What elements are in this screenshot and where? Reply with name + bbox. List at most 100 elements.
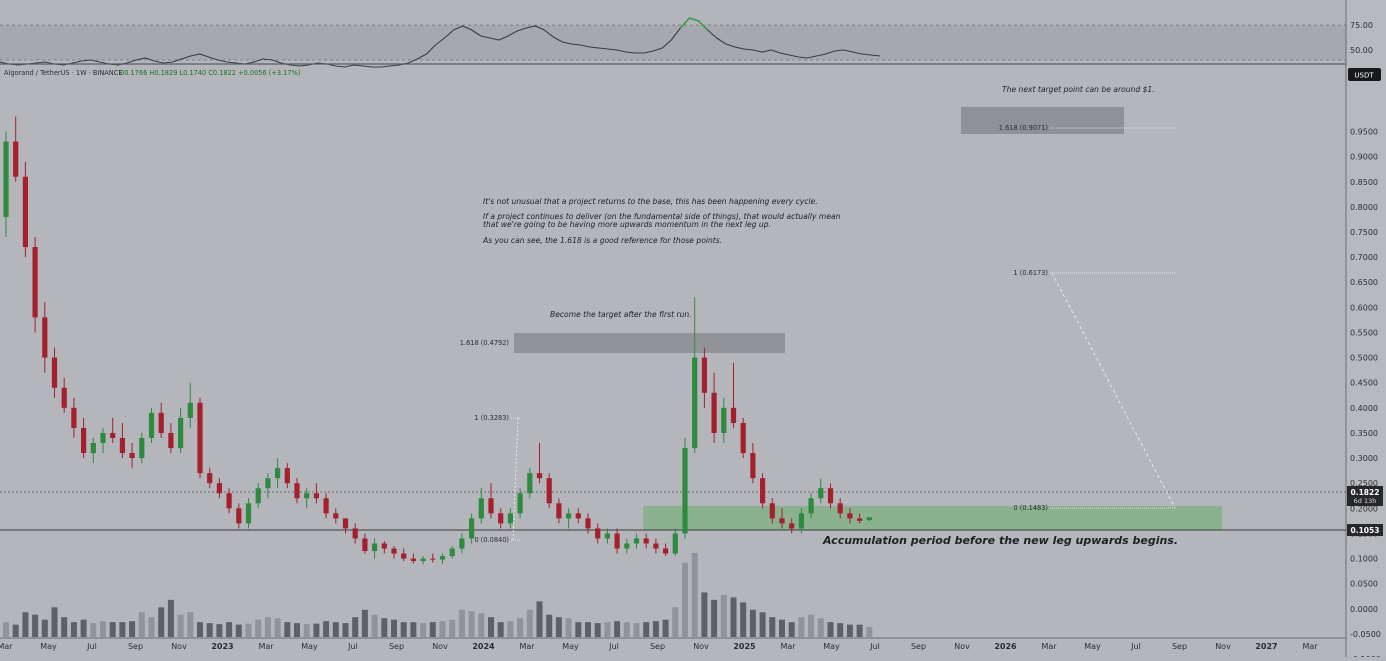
volume-bar (585, 622, 591, 637)
candle-body (284, 468, 290, 484)
candle-body (653, 543, 659, 549)
candle-body (342, 518, 349, 529)
time-axis[interactable]: Mar May Jul Sep Nov 2023 Mar May Jul Sep Nov 2024 Ma… (0, 642, 1318, 651)
candle-body (294, 483, 300, 499)
price-tick-label: 0.5000 (1350, 354, 1378, 363)
candles (3, 116, 872, 565)
candle-body (129, 453, 135, 459)
time-tick-label: Jul (869, 642, 880, 651)
fib-old-1-label: 1 (0.3283) (474, 414, 509, 422)
price-tick-label: 0.8500 (1350, 178, 1378, 187)
volume-bar (410, 622, 417, 637)
current-price-badge[interactable] (1347, 486, 1383, 506)
candle-body (827, 488, 834, 504)
candle-body (672, 533, 678, 554)
candle-body (168, 432, 174, 449)
volume-bar (555, 617, 562, 637)
time-tick-label: May (562, 642, 579, 651)
base-note-1[interactable]: It's not unusual that a project returns … (483, 197, 818, 206)
candle-body (236, 508, 242, 524)
volume-bar (672, 607, 679, 637)
candle-body (275, 468, 281, 479)
current-price-label: 0.1822 (1351, 488, 1380, 497)
price-tick-label: 0.3500 (1350, 429, 1378, 438)
candle-body (595, 528, 601, 539)
volume-bar (391, 619, 397, 637)
target-note[interactable]: The next target point can be around $1. (1002, 85, 1155, 94)
candle-body (604, 533, 610, 539)
candle-body (488, 498, 494, 514)
accumulation-zone[interactable] (643, 506, 1222, 530)
volume-bar (740, 602, 747, 637)
volume-bar (526, 609, 533, 637)
volume-bar (313, 623, 320, 637)
candle-body (381, 543, 387, 549)
fib-new-0-label: 0 (0.1483) (1013, 504, 1048, 512)
accumulation-note[interactable]: Accumulation period before the new leg u… (822, 534, 1178, 547)
price-axis[interactable] (1346, 0, 1386, 657)
volume-bar (187, 612, 194, 637)
volume-bar (216, 624, 223, 637)
candle-body (119, 437, 125, 454)
symbol-title[interactable]: Algorand / TetherUS · 1W · BINANCE (4, 69, 123, 77)
candle-body (410, 558, 416, 562)
volume-bar (206, 623, 213, 637)
candle-body (847, 513, 853, 519)
time-tick-label: May (40, 642, 57, 651)
base-note-3[interactable]: As you can see, the 1.618 is a good refe… (482, 236, 722, 245)
volume-bar (759, 612, 766, 637)
fib-1618-box-old[interactable] (514, 333, 785, 353)
price-ticks: 0.9500 0.9000 0.8500 0.8000 0.7500 0.7000 0.65… (1350, 128, 1381, 661)
volume-bar (284, 622, 291, 637)
volume-bar (468, 611, 475, 637)
price-tick-label: 0.5500 (1350, 328, 1378, 337)
candle-body (110, 432, 116, 438)
candle-body (197, 402, 203, 474)
volume-bar (167, 599, 174, 637)
volume-bar (323, 621, 330, 637)
fib-old-1618-label: 1.618 (0.4792) (460, 339, 509, 347)
candle-body (789, 523, 795, 529)
volume-bar (546, 614, 553, 637)
time-tick-label: 2026 (994, 642, 1017, 651)
candle-body (566, 513, 572, 519)
volume-bar (633, 623, 640, 637)
volume-bar (41, 619, 48, 637)
volume-bar (332, 622, 339, 637)
volume-bar (70, 622, 77, 637)
usdt-badge[interactable] (1348, 68, 1381, 81)
price-tick-label: 0.1000 (1350, 555, 1378, 564)
candle-body (372, 543, 378, 552)
candle-body (507, 513, 513, 524)
base-note-2b[interactable]: that we're going to be having more upwar… (483, 220, 771, 229)
volume-bar (662, 619, 669, 637)
fib-new-1618-label: 1.618 (0.9071) (999, 124, 1048, 132)
first-run-note[interactable]: Become the target after the first run. (550, 310, 692, 319)
volume-bar (255, 619, 262, 637)
volume-bar (371, 614, 378, 637)
candle-body (51, 357, 58, 388)
volume-bar (129, 621, 136, 637)
volume-bar (517, 618, 524, 637)
candle-body (575, 513, 581, 519)
volume-bar (711, 599, 718, 637)
price-tick-label: 0.2000 (1350, 504, 1378, 513)
price-tick-label: 0.9500 (1350, 128, 1378, 137)
candle-body (61, 387, 67, 408)
volume-bar (177, 614, 184, 637)
volume-bar (90, 623, 97, 637)
volume-bar (730, 597, 737, 637)
time-tick-label: Mar (1302, 642, 1318, 651)
fib-1618-box-new[interactable] (961, 107, 1124, 134)
time-tick-label: Mar (0, 642, 13, 651)
time-tick-label: Nov (171, 642, 187, 651)
volume-bar (429, 622, 436, 637)
ohlc-values: O0.1766 H0.1829 L0.1740 C0.1822 +0.0056 … (119, 69, 300, 77)
candle-body (420, 558, 426, 562)
time-tick-label: Sep (389, 642, 404, 651)
volume-bar (51, 607, 58, 637)
candle-body (362, 538, 368, 552)
base-price-badge[interactable] (1347, 524, 1383, 536)
base-note-2a[interactable]: If a project continues to deliver (on th… (483, 212, 841, 221)
